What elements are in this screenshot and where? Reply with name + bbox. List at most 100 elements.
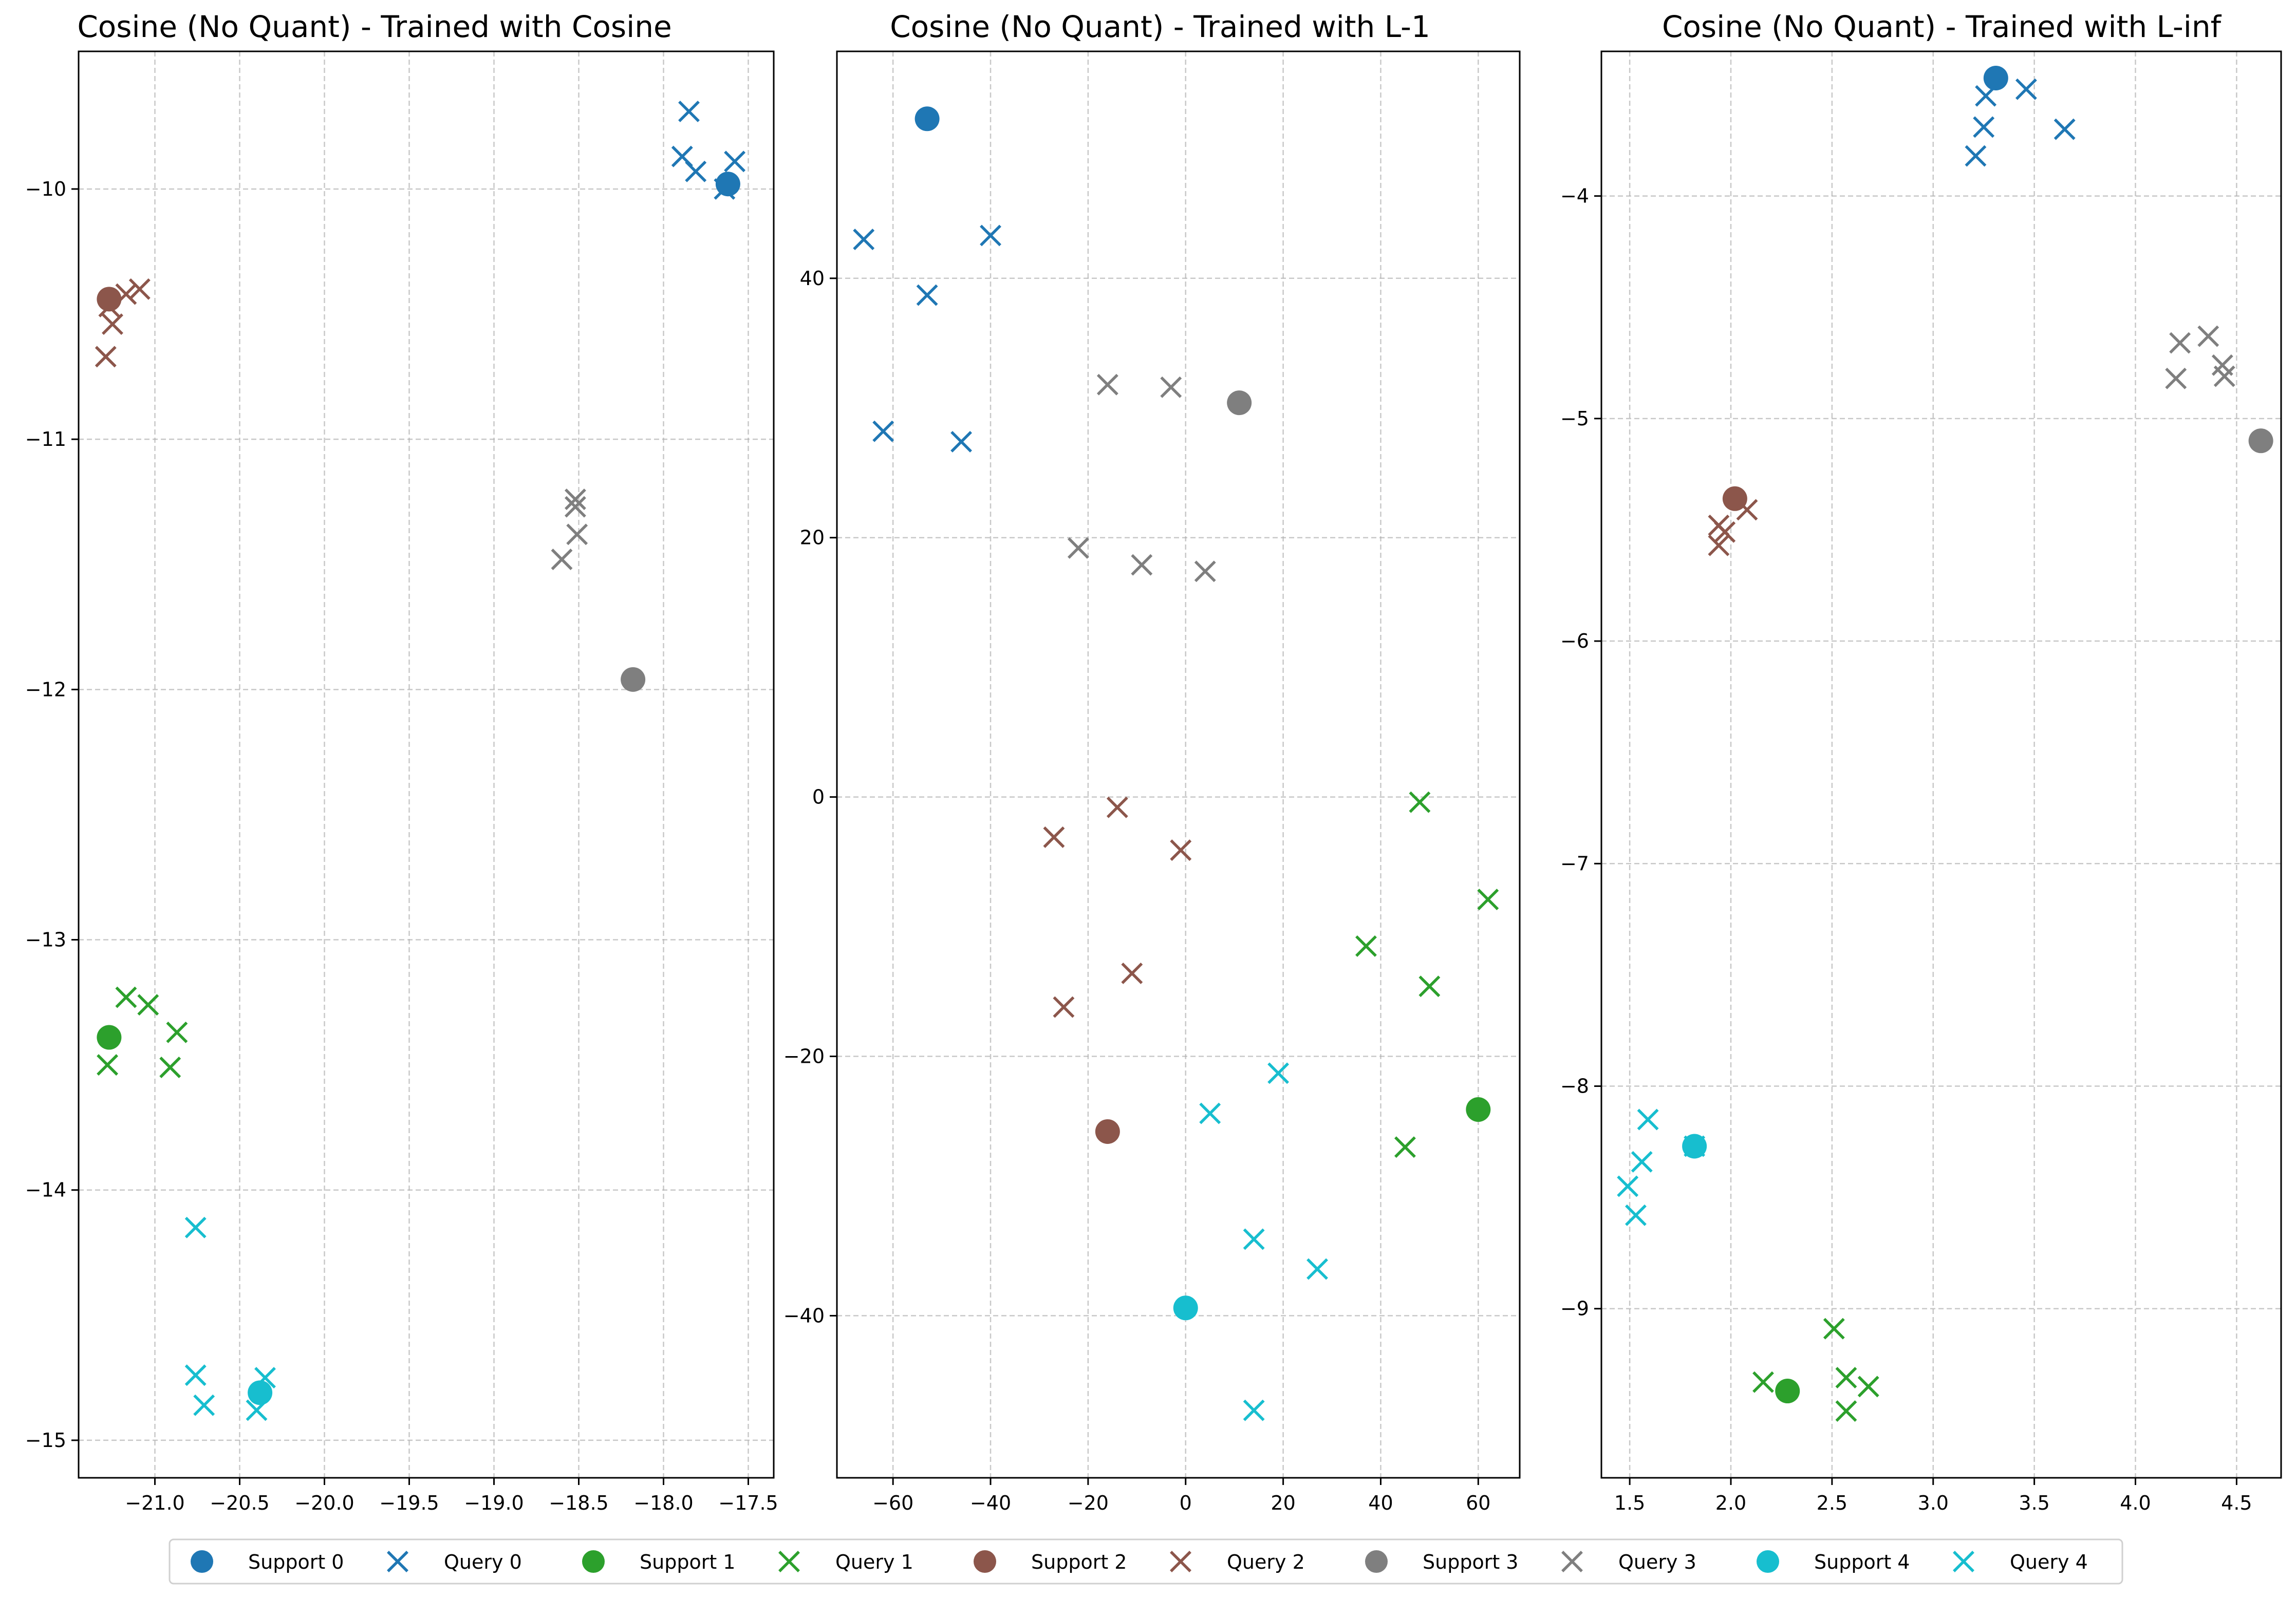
legend-marker-x <box>1561 1551 1583 1572</box>
subplot-2-xtick-label-1: −40 <box>970 1492 1011 1514</box>
subplot-3-query-3-point-15 <box>2169 332 2191 354</box>
subplot-3-query-2-point-12 <box>1714 521 1736 543</box>
subplot-2-query-1-point-7 <box>1355 935 1377 957</box>
subplot-2-support-4-point <box>1173 1295 1198 1321</box>
subplot-3-xtick-label-5: 4.0 <box>2120 1492 2151 1514</box>
subplot-2-query-0-point-3 <box>872 420 894 442</box>
subplot-3-ytick-label-2: −7 <box>1560 852 1589 875</box>
subplot-1-query-2-point-12 <box>98 295 120 317</box>
subplot-1-xtick-label-3: −19.5 <box>379 1492 439 1514</box>
subplot-2-query-1-point-6 <box>1477 889 1499 910</box>
subplot-3-xtick-label-3: 3.0 <box>1918 1492 1949 1514</box>
subplot-1-ytick-label-4: −11 <box>25 428 66 450</box>
subplot-3-ytick-label-4: −5 <box>1560 407 1589 430</box>
subplot-1-query-2-point-10 <box>128 278 151 300</box>
legend-label: Support 4 <box>1814 1551 1910 1573</box>
subplot-2-query-4-point-22 <box>1243 1228 1265 1250</box>
subplot-2-ticks: −60 −40 −20 0 20 40 60 −40 −20 0 20 40 <box>783 267 1491 1514</box>
subplot-2-query-3-point-17 <box>1067 537 1089 559</box>
subplot-3-query-2-point-13 <box>1708 534 1730 556</box>
subplot-3-ytick-label-0: −9 <box>1560 1298 1589 1320</box>
subplot-1-xtick-label-0: −21.0 <box>125 1492 184 1514</box>
subplot-2: Cosine (No Quant) - Trained with L-1 −60… <box>783 9 1521 1514</box>
subplot-2-query-2-point-12 <box>1170 839 1192 861</box>
subplot-1-title: Cosine (No Quant) - Trained with Cosine <box>77 9 671 44</box>
legend-item-query-2: Query 2 <box>1170 1551 1305 1573</box>
subplot-1-ytick-label-1: −14 <box>25 1179 66 1201</box>
legend-item-query-0: Query 0 <box>387 1551 522 1573</box>
subplot-2-query-0-point-2 <box>916 284 938 306</box>
subplot-3-query-1-point-7 <box>1835 1367 1857 1388</box>
subplot-1-xtick-label-1: −20.5 <box>210 1492 269 1514</box>
subplot-3-query-4-point-21 <box>1631 1151 1653 1173</box>
subplot-1-query-0-point-3 <box>724 151 746 173</box>
subplot-3-query-1-point-9 <box>1835 1400 1857 1422</box>
subplot-1-query-3-point-15 <box>564 488 586 511</box>
subplot-3-ytick-label-3: −6 <box>1560 630 1589 652</box>
subplot-2-query-1-point-5 <box>1409 791 1431 813</box>
legend-item-support-4: Support 4 <box>1757 1550 1910 1573</box>
legend-item-support-1: Support 1 <box>582 1550 735 1573</box>
subplot-2-support-3-point <box>1227 390 1252 416</box>
subplot-1-query-0-point-0 <box>678 100 700 122</box>
legend-marker-circle <box>1365 1550 1388 1573</box>
subplot-3-query-4-point-23 <box>1625 1204 1647 1226</box>
subplot-2-query-3-point-16 <box>1160 376 1182 398</box>
legend-item-support-3: Support 3 <box>1365 1550 1518 1573</box>
subplot-1-query-1-point-7 <box>166 1021 188 1043</box>
legend-item-query-3: Query 3 <box>1561 1551 1696 1573</box>
subplot-1-query-4-point-21 <box>254 1367 276 1389</box>
legend-frame <box>169 1538 2123 1585</box>
subplot-3-ytick-label-5: −4 <box>1560 185 1589 208</box>
subplot-1-query-1-point-8 <box>97 1054 119 1076</box>
subplot-3-query-3-point-18 <box>2213 365 2235 387</box>
subplot-1-query-3-point-16 <box>564 496 586 518</box>
subplot-3-ytick-label-1: −8 <box>1560 1075 1589 1098</box>
subplot-1-query-4-point-22 <box>193 1394 215 1416</box>
subplot-2-ytick-label-0: −40 <box>783 1304 825 1327</box>
subplot-1-grid <box>79 51 774 1478</box>
subplot-2-ytick-label-2: 0 <box>812 786 825 809</box>
subplot-2-xtick-label-2: −20 <box>1068 1492 1109 1514</box>
subplot-1-query-3-point-17 <box>566 523 588 546</box>
subplot-3-ticks: 1.5 2.0 2.5 3.0 3.5 4.0 4.5 −9 −8 −7 −6 −5 −4 <box>1560 185 2252 1514</box>
legend-item-support-0: Support 0 <box>191 1550 344 1573</box>
subplot-2-ytick-label-1: −20 <box>783 1045 825 1068</box>
subplot-2-title: Cosine (No Quant) - Trained with L-1 <box>890 9 1430 44</box>
subplot-1-query-2-point-11 <box>115 283 137 305</box>
legend-label: Query 4 <box>2010 1551 2088 1573</box>
legend-label: Support 1 <box>640 1551 735 1573</box>
legend-marker-x <box>387 1551 408 1572</box>
subplot-1-support-1-point <box>97 1025 122 1050</box>
subplot-1-ytick-label-3: −12 <box>25 678 66 701</box>
subplot-2-xtick-label-0: −60 <box>872 1492 913 1514</box>
subplot-2-xtick-label-6: 60 <box>1466 1492 1490 1514</box>
subplot-2-support-2-point <box>1095 1119 1120 1144</box>
subplot-3-query-4-point-22 <box>1617 1175 1639 1197</box>
subplot-1-support-4-point <box>248 1380 273 1405</box>
subplot-1-query-1-point-9 <box>159 1057 181 1078</box>
legend-label: Query 1 <box>835 1551 913 1573</box>
subplot-3-query-0-point-3 <box>2054 118 2076 140</box>
legend-marker-circle <box>974 1550 996 1573</box>
legend-marker-circle <box>191 1550 213 1573</box>
subplot-1-xtick-label-4: −19.0 <box>464 1492 524 1514</box>
subplot-2-query-2-point-14 <box>1053 996 1075 1018</box>
subplot-3-axes-frame <box>1600 50 2282 1479</box>
subplot-3-query-0-point-4 <box>1965 145 1987 167</box>
legend-marker-circle <box>1757 1550 1779 1573</box>
subplot-1: Cosine (No Quant) - Trained with Cosine … <box>25 9 778 1514</box>
subplot-1-query-4-point-20 <box>184 1364 207 1386</box>
subplot-1-query-0-point-4 <box>714 178 736 200</box>
subplot-1-axes-frame <box>78 50 775 1479</box>
subplot-1-query-4-point-23 <box>246 1399 268 1421</box>
subplot-1-ytick-label-5: −10 <box>25 178 66 200</box>
subplot-1-points <box>95 100 746 1421</box>
subplot-3-xtick-label-1: 2.0 <box>1715 1492 1746 1514</box>
subplot-1-support-3-point <box>621 667 646 692</box>
subplot-1-query-1-point-6 <box>137 994 159 1016</box>
subplot-3-query-1-point-8 <box>1857 1376 1879 1398</box>
subplot-2-xtick-label-3: 0 <box>1180 1492 1192 1514</box>
subplot-1-query-3-point-18 <box>551 549 573 570</box>
subplot-3-query-0-point-0 <box>2015 78 2037 100</box>
